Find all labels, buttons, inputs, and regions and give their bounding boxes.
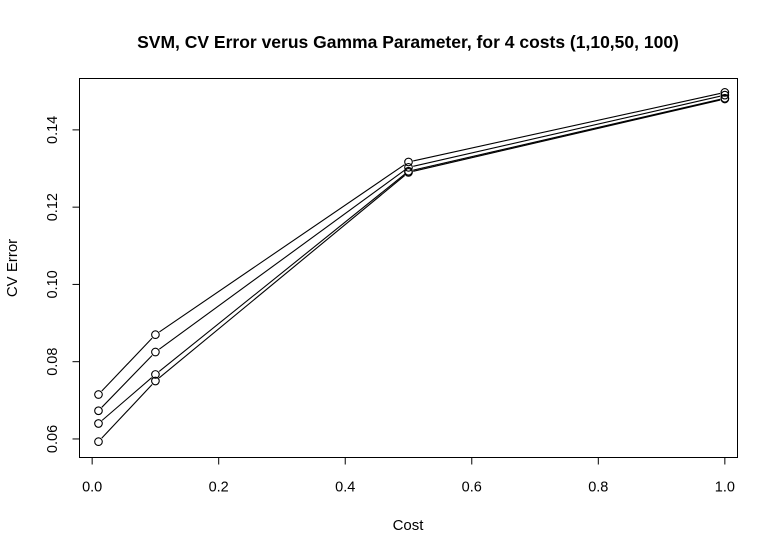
plot-frame	[79, 78, 738, 458]
data-point	[151, 376, 160, 386]
series-segment	[413, 99, 721, 172]
series-segment	[413, 92, 721, 162]
x-tick-label: 0.8	[588, 480, 608, 496]
series-segment	[158, 169, 405, 350]
data-point	[94, 419, 103, 428]
series-4	[94, 94, 730, 447]
series-segment	[413, 98, 721, 171]
series-2	[94, 90, 730, 416]
x-tick-label: 0.0	[82, 480, 102, 496]
x-tick-label: 0.2	[209, 480, 229, 496]
series-segment	[158, 173, 406, 372]
data-point	[94, 390, 103, 399]
data-point	[404, 157, 413, 167]
series-segment	[101, 355, 153, 408]
data-point	[94, 406, 103, 416]
x-tick-label: 1.0	[715, 480, 735, 496]
series-segment	[158, 175, 406, 379]
y-tick-label: 0.14	[45, 116, 61, 144]
y-tick-label: 0.10	[45, 270, 61, 298]
y-axis-label: CV Error	[4, 239, 21, 297]
y-axis: 0.06 0.08 0.10 0.12 0.14	[45, 116, 80, 453]
series-segment	[101, 337, 153, 392]
x-tick-label: 0.6	[462, 480, 482, 496]
data-point	[404, 168, 413, 177]
data-point	[720, 88, 730, 97]
x-axis: 0.0 0.2 0.4 0.6 0.8 1.0	[82, 457, 735, 496]
series-segment	[413, 95, 721, 167]
data-point	[720, 90, 730, 100]
chart-title: SVM, CV Error verus Gamma Parameter, for…	[137, 32, 679, 52]
y-tick-label: 0.06	[45, 425, 61, 453]
data-point	[151, 370, 160, 379]
series-segment	[101, 377, 153, 421]
data-point	[404, 163, 413, 172]
data-point	[94, 437, 103, 447]
series-layer	[94, 88, 730, 447]
y-tick-label: 0.08	[45, 348, 61, 376]
series-3	[94, 93, 730, 428]
y-tick-label: 0.12	[45, 193, 61, 221]
x-tick-label: 0.4	[335, 480, 355, 496]
series-segment	[159, 164, 405, 333]
x-axis-label: Cost	[393, 517, 425, 534]
data-point	[151, 330, 160, 339]
data-point	[151, 347, 160, 357]
series-segment	[101, 384, 153, 439]
series-1	[94, 88, 730, 399]
data-point	[720, 94, 730, 104]
